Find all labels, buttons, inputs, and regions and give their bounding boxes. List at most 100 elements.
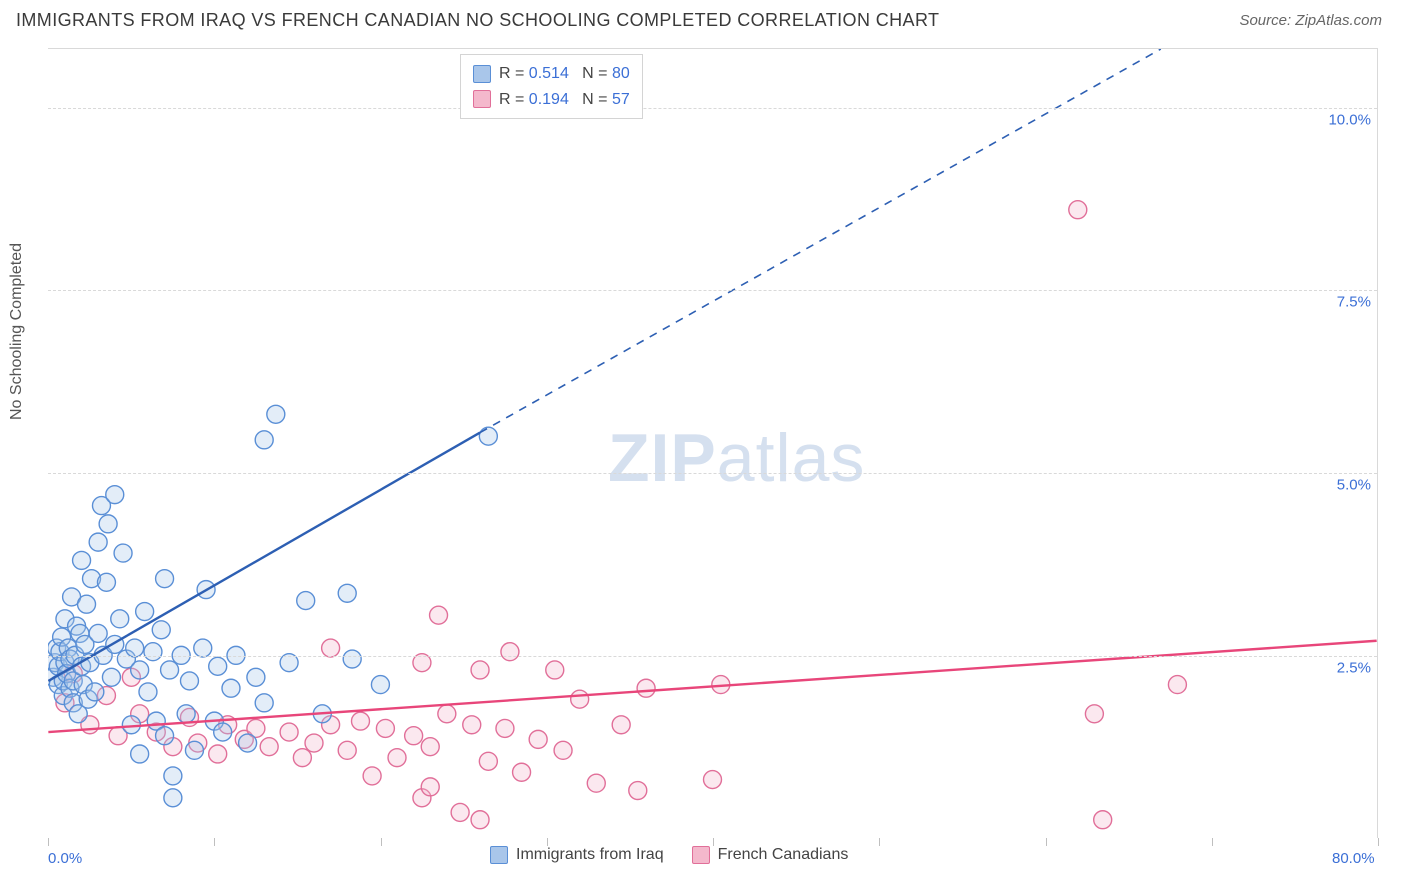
data-point — [1085, 705, 1103, 723]
x-tick-label-min: 0.0% — [48, 850, 82, 867]
data-point — [164, 789, 182, 807]
data-point — [471, 811, 489, 829]
data-point — [136, 603, 154, 621]
data-point — [255, 431, 273, 449]
legend-label: Immigrants from Iraq — [516, 846, 664, 864]
y-tick-label: 2.5% — [1337, 660, 1371, 677]
data-point — [305, 734, 323, 752]
data-point — [89, 624, 107, 642]
data-point — [102, 668, 120, 686]
data-point — [554, 741, 572, 759]
legend-swatch — [473, 65, 491, 83]
data-point — [451, 803, 469, 821]
data-point — [267, 405, 285, 423]
data-point — [438, 705, 456, 723]
data-point — [86, 683, 104, 701]
y-tick-label: 10.0% — [1328, 111, 1371, 128]
data-point — [73, 551, 91, 569]
data-point — [97, 573, 115, 591]
data-point — [479, 752, 497, 770]
y-axis-title: No Schooling Completed — [8, 243, 26, 420]
legend-row: R = 0.194 N = 57 — [473, 87, 630, 113]
data-point — [260, 738, 278, 756]
gridline-h — [48, 473, 1377, 474]
data-point — [571, 690, 589, 708]
data-point — [164, 767, 182, 785]
data-point — [239, 734, 257, 752]
data-point — [637, 679, 655, 697]
gridline-h — [48, 656, 1377, 657]
data-point — [247, 668, 265, 686]
x-tick — [1212, 838, 1213, 846]
data-point — [89, 533, 107, 551]
data-point — [1168, 676, 1186, 694]
data-point — [421, 738, 439, 756]
data-point — [352, 712, 370, 730]
data-point — [371, 676, 389, 694]
data-point — [209, 745, 227, 763]
data-point — [161, 661, 179, 679]
data-point — [99, 515, 117, 533]
data-point — [156, 727, 174, 745]
x-tick — [1378, 838, 1379, 846]
data-point — [78, 595, 96, 613]
data-point — [546, 661, 564, 679]
data-point — [131, 661, 149, 679]
data-point — [479, 427, 497, 445]
data-point — [214, 723, 232, 741]
data-point — [587, 774, 605, 792]
legend-row: R = 0.514 N = 80 — [473, 61, 630, 87]
x-tick — [713, 838, 714, 846]
data-point — [156, 570, 174, 588]
data-point — [463, 716, 481, 734]
data-point — [376, 719, 394, 737]
data-point — [1094, 811, 1112, 829]
data-point — [1069, 201, 1087, 219]
data-point — [209, 657, 227, 675]
y-tick-label: 5.0% — [1337, 477, 1371, 494]
data-point — [297, 592, 315, 610]
data-point — [338, 741, 356, 759]
x-tick — [547, 838, 548, 846]
source-label: Source: ZipAtlas.com — [1239, 12, 1382, 29]
x-tick — [381, 838, 382, 846]
data-point — [126, 639, 144, 657]
data-point — [293, 749, 311, 767]
x-tick-label-max: 80.0% — [1332, 850, 1375, 867]
data-point — [704, 771, 722, 789]
chart-area: ZIPatlas 2.5%5.0%7.5%10.0% — [48, 48, 1378, 838]
legend-item: French Canadians — [692, 846, 849, 864]
data-point — [430, 606, 448, 624]
data-point — [185, 741, 203, 759]
data-point — [338, 584, 356, 602]
scatter-plot — [48, 49, 1377, 838]
legend-swatch — [473, 90, 491, 108]
data-point — [152, 621, 170, 639]
data-point — [629, 782, 647, 800]
data-point — [111, 610, 129, 628]
data-point — [322, 639, 340, 657]
data-point — [280, 723, 298, 741]
legend-item: Immigrants from Iraq — [490, 846, 664, 864]
data-point — [194, 639, 212, 657]
data-point — [471, 661, 489, 679]
data-point — [496, 719, 514, 737]
data-point — [363, 767, 381, 785]
data-point — [222, 679, 240, 697]
legend-stats: R = 0.514 N = 80 — [499, 61, 630, 87]
data-point — [612, 716, 630, 734]
gridline-h — [48, 108, 1377, 109]
x-tick — [48, 838, 49, 846]
data-point — [513, 763, 531, 781]
y-tick-label: 7.5% — [1337, 294, 1371, 311]
data-point — [114, 544, 132, 562]
gridline-h — [48, 290, 1377, 291]
chart-title: IMMIGRANTS FROM IRAQ VS FRENCH CANADIAN … — [16, 10, 939, 31]
trend-line — [48, 433, 480, 681]
x-tick — [214, 838, 215, 846]
data-point — [501, 643, 519, 661]
legend-label: French Canadians — [718, 846, 849, 864]
data-point — [343, 650, 361, 668]
x-tick — [1046, 838, 1047, 846]
data-point — [529, 730, 547, 748]
